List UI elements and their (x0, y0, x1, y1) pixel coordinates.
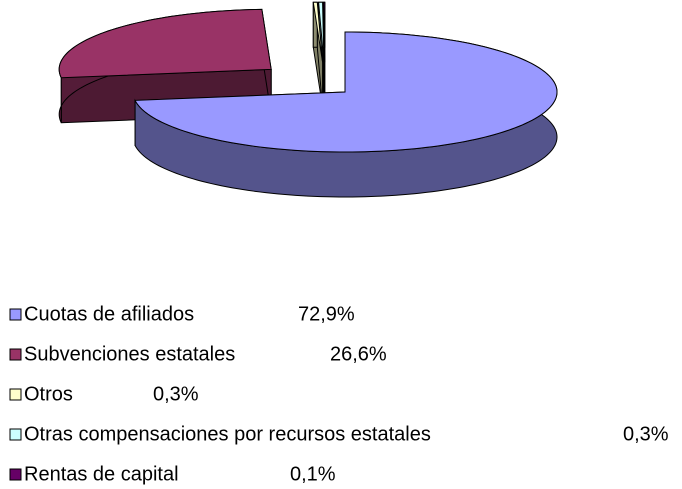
legend-swatch (9, 308, 22, 321)
legend-swatch (9, 428, 22, 441)
legend-label: Rentas de capital (24, 463, 179, 485)
legend-label: Otros (24, 383, 73, 405)
slice-top (134, 31, 558, 153)
legend-swatch (9, 468, 22, 481)
legend-value: 72,9% (298, 303, 355, 325)
legend-label: Otras compensaciones por recursos estata… (24, 423, 431, 445)
legend-value: 0,3% (623, 423, 669, 445)
legend-label: Subvenciones estatales (24, 343, 235, 365)
slice-top (58, 8, 272, 79)
slice-top (318, 1, 325, 63)
slice (134, 31, 558, 198)
slice (312, 1, 324, 108)
legend-swatch (9, 388, 22, 401)
legend-value: 26,6% (330, 343, 387, 365)
legend-value: 0,3% (153, 383, 199, 405)
legend-swatch (9, 348, 22, 361)
legend-value: 0,1% (290, 463, 336, 485)
slice-top (322, 1, 326, 63)
legend-label: Cuotas de afiliados (24, 303, 194, 325)
slice-top (312, 1, 324, 63)
